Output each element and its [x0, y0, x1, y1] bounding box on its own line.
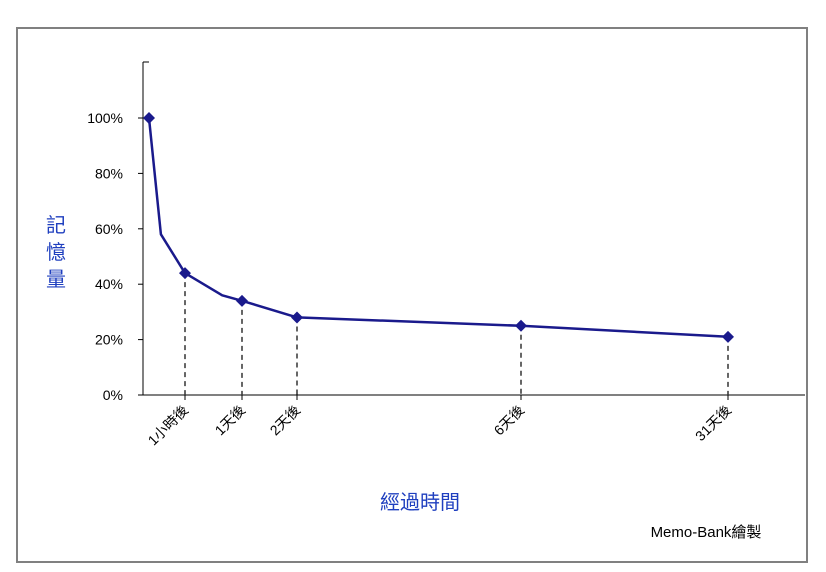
y-axis-title: 記憶量: [46, 213, 66, 291]
credit-text: Memo-Bank繪製: [651, 523, 762, 541]
series-line: [147, 117, 729, 339]
series-memory: [143, 112, 734, 343]
y-tick-label: 40%: [95, 276, 123, 292]
x-tick-label: 2天後: [266, 402, 303, 439]
drop-lines: [184, 273, 729, 395]
x-tick-label: 6天後: [490, 402, 527, 439]
data-point: [143, 112, 155, 124]
data-point: [291, 311, 303, 324]
x-tick-label: 1小時後: [145, 402, 192, 449]
y-tick-label: 100%: [87, 110, 123, 126]
x-axis-title: 經過時間: [380, 490, 460, 514]
data-point: [236, 294, 248, 307]
axes: [138, 61, 805, 400]
y-tick-label: 20%: [95, 332, 123, 348]
tick-labels: 0% 20% 40% 60% 80% 100% 1小時後 1天後 2天後 6天後 31天後: [87, 110, 734, 448]
y-tick-label: 60%: [95, 221, 123, 237]
data-point: [179, 267, 191, 280]
x-tick-label: 31天後: [692, 402, 734, 444]
data-point: [722, 330, 734, 343]
y-tick-label: 80%: [95, 165, 123, 181]
x-tick-label: 1天後: [211, 402, 248, 439]
data-point: [515, 319, 527, 332]
y-tick-label: 0%: [103, 387, 123, 403]
